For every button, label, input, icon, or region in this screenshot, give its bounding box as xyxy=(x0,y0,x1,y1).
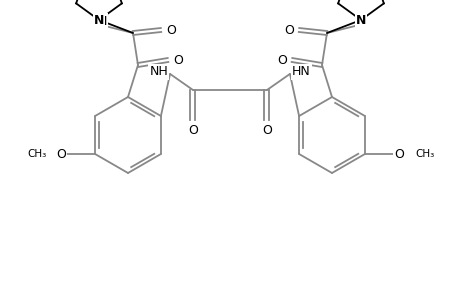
Text: O: O xyxy=(393,148,403,160)
Text: O: O xyxy=(166,23,175,37)
Text: O: O xyxy=(188,124,197,136)
Text: N: N xyxy=(355,14,365,26)
Text: CH₃: CH₃ xyxy=(28,149,47,159)
Text: N: N xyxy=(96,14,107,28)
Text: O: O xyxy=(262,124,271,136)
Text: CH₃: CH₃ xyxy=(414,149,433,159)
Text: O: O xyxy=(284,23,293,37)
Text: HN: HN xyxy=(291,65,310,78)
Text: NH: NH xyxy=(149,65,168,78)
Text: O: O xyxy=(276,53,286,67)
Text: O: O xyxy=(56,148,66,160)
Text: N: N xyxy=(94,14,104,26)
Text: O: O xyxy=(173,53,183,67)
